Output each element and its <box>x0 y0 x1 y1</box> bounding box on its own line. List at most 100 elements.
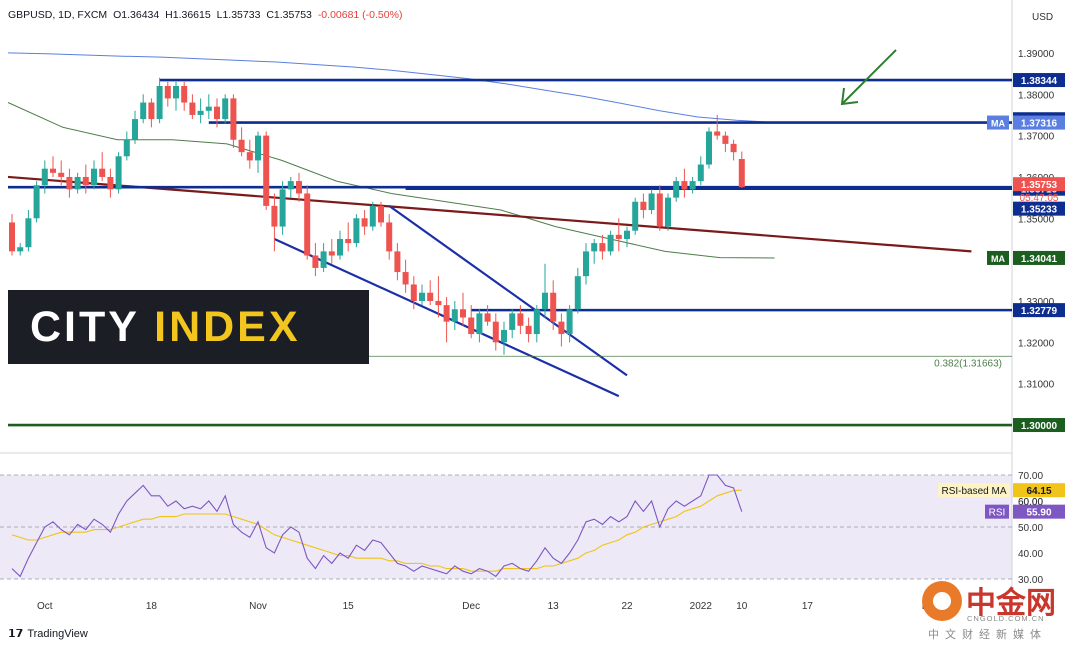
logo-part1: CITY <box>30 303 140 351</box>
rsi-label-bg <box>985 504 1009 519</box>
x-axis-label: Dec <box>462 601 480 612</box>
candle-body <box>246 152 253 161</box>
candle-body <box>443 305 450 322</box>
candle <box>665 193 671 231</box>
level-tag-bg <box>1013 73 1065 88</box>
candle-body <box>222 98 229 120</box>
ma-tag-bg <box>987 115 1009 130</box>
candle-body <box>238 139 245 153</box>
candle-body <box>312 255 319 268</box>
ma-value-tag: 1.34041 <box>1021 254 1058 265</box>
candle <box>205 94 212 120</box>
candle <box>337 230 343 260</box>
candle <box>451 300 458 330</box>
watermark-sub: 中文财经新媒体 <box>928 629 1047 641</box>
fib-label: 0.382(1.31663) <box>934 358 1002 369</box>
candle-body <box>41 168 48 186</box>
candle-body <box>566 309 573 335</box>
candle <box>255 131 261 173</box>
candle-body <box>673 181 680 198</box>
candle <box>378 201 384 227</box>
candle <box>148 98 155 128</box>
symbol-header: GBPUSD, 1D, FXCM O1.36434 H1.36615 L1.35… <box>8 9 405 21</box>
ma-value-tag-bg <box>1013 115 1065 130</box>
tradingview-label: TradingView <box>27 628 88 640</box>
candle-body <box>681 181 688 190</box>
candle-body <box>361 218 368 227</box>
ma-long-line <box>7 52 775 123</box>
candle-body <box>402 272 409 285</box>
close-value: C1.35753 <box>266 9 312 21</box>
level-tag: 1.30000 <box>1021 421 1058 432</box>
candle <box>681 168 688 198</box>
candle <box>173 81 179 111</box>
candle <box>58 160 65 186</box>
tradingview-brand[interactable]: 𝟭𝟳 TradingView <box>8 627 88 640</box>
cngold-watermark: 中金网 CNGOLD.COM.CN 中文财经新媒体 <box>922 574 1078 646</box>
candle <box>189 94 196 120</box>
x-axis-label: Oct <box>37 601 53 612</box>
candle-body <box>296 181 302 194</box>
candle <box>656 185 663 231</box>
candle <box>287 176 294 198</box>
candle <box>476 309 483 343</box>
rsi-value-tag-bg <box>1013 504 1065 519</box>
candle-body <box>738 159 745 188</box>
rsi-tick-label: 50.00 <box>1018 523 1043 534</box>
candle <box>91 160 97 190</box>
candle-body <box>214 106 220 120</box>
candle-body <box>640 201 647 211</box>
candle-body <box>173 85 179 99</box>
candle <box>583 243 589 285</box>
candle-body <box>689 181 696 190</box>
candle <box>82 164 89 194</box>
candle <box>402 259 409 293</box>
candle-body <box>386 222 393 252</box>
candle-body <box>91 168 97 186</box>
candle-body <box>279 189 286 227</box>
candle-body <box>205 106 212 111</box>
candle-body <box>123 139 130 157</box>
candle <box>296 172 302 202</box>
level-tag-bg <box>1013 303 1065 318</box>
candle <box>263 131 270 211</box>
rsi-tick-label: 30.00 <box>1018 575 1043 586</box>
candle <box>640 193 647 219</box>
candle <box>41 160 48 194</box>
candle-body <box>574 276 581 310</box>
candle <box>566 305 573 343</box>
symbol-name[interactable]: GBPUSD, 1D, FXCM <box>8 9 108 21</box>
candle-body <box>615 234 622 239</box>
candle <box>509 309 516 339</box>
candle <box>140 94 147 124</box>
candle <box>320 243 327 273</box>
candle <box>17 243 24 256</box>
price-tick-label: 1.37000 <box>1018 132 1055 143</box>
candle <box>156 77 163 124</box>
logo-part2: INDEX <box>154 303 301 351</box>
candle-body <box>345 238 352 244</box>
candle <box>369 201 376 231</box>
candle-body <box>435 300 442 306</box>
candle <box>730 139 737 161</box>
candle-body <box>714 131 721 136</box>
candle <box>525 317 532 343</box>
candle-body <box>328 251 335 256</box>
rsi-ma-value-tag-bg <box>1013 483 1065 498</box>
candle-body <box>697 164 704 182</box>
candle <box>738 151 745 188</box>
x-axis-label: 15 <box>343 601 355 612</box>
rsi-ma-label: RSI-based MA <box>941 486 1006 497</box>
candle-body <box>583 251 589 277</box>
candle-body <box>558 321 565 335</box>
x-axis-label: Nov <box>249 601 267 612</box>
candle-body <box>148 102 155 120</box>
candle <box>714 114 721 140</box>
candle-body <box>492 321 499 343</box>
candle-body <box>33 185 40 219</box>
price-tick-label: 1.38000 <box>1018 90 1055 101</box>
candle <box>574 267 581 314</box>
candle <box>279 181 286 235</box>
candle <box>33 181 40 223</box>
candle-body <box>17 247 24 252</box>
